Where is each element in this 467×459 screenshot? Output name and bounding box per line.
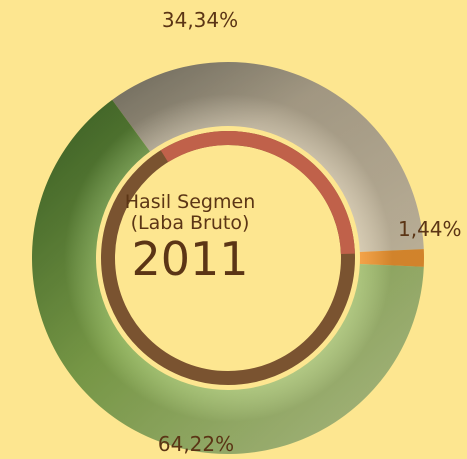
- inner-ring-accent: [160, 131, 355, 255]
- chart-title-line-2: (Laba Bruto): [130, 212, 250, 234]
- slice-label-grey: 34,34%: [161, 8, 239, 32]
- slice-label-green: 64,22%: [157, 432, 235, 456]
- chart-title-line-1: Hasil Segmen: [124, 191, 256, 213]
- ring-shading: [32, 62, 424, 454]
- chart-center-title: Hasil Segmen (Laba Bruto) 2011: [124, 191, 256, 286]
- slice-label-orange: 1,44%: [398, 217, 462, 241]
- chart-year: 2011: [131, 232, 249, 286]
